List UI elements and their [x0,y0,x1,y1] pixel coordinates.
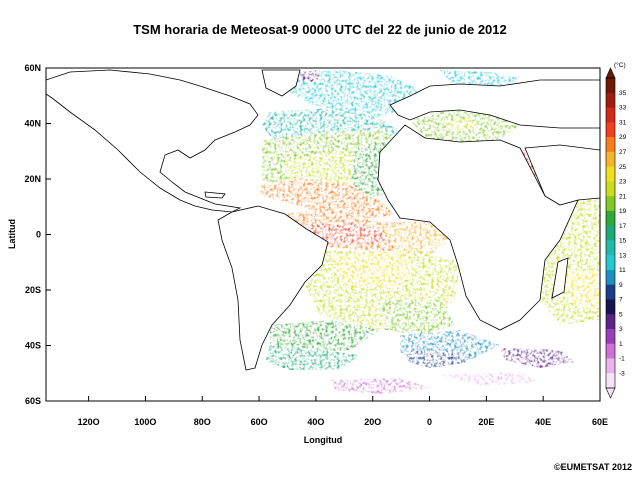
y-axis-label: Latitud [7,219,17,249]
map-title: TSM horaria de Meteosat-9 0000 UTC del 2… [133,22,507,37]
colorbar-label: 33 [619,105,627,112]
colorbar-label: 21 [619,193,627,200]
colorbar-label: 3 [619,326,623,333]
colorbar-swatch [606,78,615,94]
colorbar-swatch [606,269,615,286]
colorbar-swatch [606,225,615,241]
x-tick-label: 0 [427,417,432,427]
x-axis: 120O 100O 80O 60O 40O 20O 0 20E 40E 60E [78,396,608,427]
colorbar-label: 15 [619,238,627,245]
coastlines [46,69,600,371]
colorbar-swatch [606,255,615,271]
colorbar-label: 35 [619,90,627,97]
colorbar-swatch [606,328,615,345]
y-tick-label: 60N [24,63,41,73]
x-tick-label: 40O [307,417,324,427]
colorbar-label: 23 [619,179,627,186]
colorbar-label: -3 [619,370,625,377]
colorbar-swatch [606,92,615,109]
colorbar-label: 9 [619,282,623,289]
sst-field [260,70,600,394]
colorbar-swatch [606,299,615,315]
y-tick-label: 20N [24,174,41,184]
colorbar-swatch [606,122,615,138]
colorbar-frame [605,77,616,389]
colorbar-unit: (°C) [614,61,626,69]
colorbar-label: 11 [619,267,626,274]
colorbar-label: 19 [619,208,627,215]
x-axis-label: Longitud [304,435,342,445]
y-tick-label: 40S [25,341,41,351]
colorbar-swatch [606,284,615,300]
colorbar-min-arrow [605,387,616,399]
x-tick-label: 60E [592,417,608,427]
x-tick-label: 20E [478,417,494,427]
colorbar-label: 25 [619,164,627,171]
copyright: ©EUMETSAT 2012 [554,462,632,472]
colorbar-label: 27 [619,149,627,156]
colorbar-swatch [606,373,615,389]
colorbar-max-arrow [605,67,616,79]
colorbar-swatch [606,107,615,123]
colorbar-swatch [606,314,615,330]
colorbar-label: 7 [619,297,623,304]
colorbar-swatch [606,343,615,359]
colorbar-swatch [606,240,615,256]
y-tick-label: 0 [36,230,41,240]
y-tick-label: 20S [25,285,41,295]
colorbar-swatch [606,137,615,153]
x-tick-label: 40E [535,417,551,427]
x-tick-label: 20O [364,417,381,427]
y-tick-label: 60S [25,396,41,406]
x-tick-label: 80O [194,417,211,427]
colorbar-label: 31 [619,119,627,126]
colorbar-swatch [606,210,615,227]
colorbar-label: 17 [619,223,627,230]
x-tick-label: 100O [134,417,156,427]
colorbar-swatch [606,196,615,212]
colorbar-label: 1 [619,341,623,348]
y-axis: 60N 40N 20N 0 20S 40S 60S [24,63,51,406]
colorbar-label: 13 [619,252,627,259]
colorbar-swatch [606,166,615,182]
colorbar-swatch [606,151,615,168]
x-tick-label: 120O [78,417,100,427]
colorbar-swatch [606,358,615,374]
y-tick-label: 40N [24,119,41,129]
x-tick-label: 60O [251,417,268,427]
colorbar-label: -1 [619,356,625,363]
colorbar-swatch [606,181,615,197]
colorbar-label: 29 [619,134,627,141]
colorbar-label: 5 [619,311,623,318]
